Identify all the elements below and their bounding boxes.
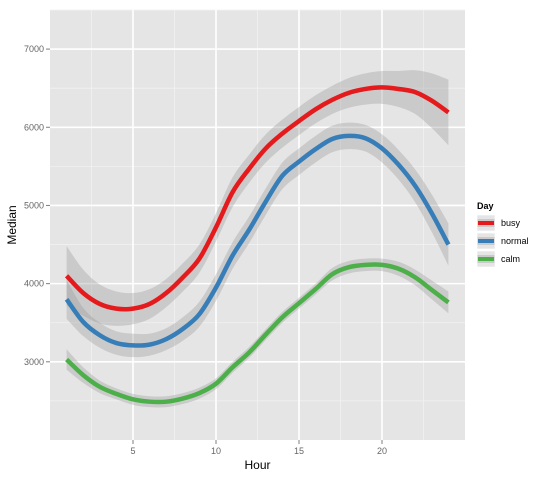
- legend-title: Day: [477, 201, 494, 211]
- y-tick-label: 4000: [24, 279, 44, 289]
- x-tick-label: 10: [211, 446, 221, 456]
- confidence-band-busy: [66, 70, 449, 326]
- grid-lines: [50, 9, 465, 440]
- legend-item-busy: busy: [476, 214, 521, 232]
- confidence-band-normal: [66, 122, 449, 358]
- series-line-calm: [65, 262, 450, 405]
- x-tick-label: 5: [130, 446, 135, 456]
- x-tick-label: 20: [377, 446, 387, 456]
- y-tick-label: 5000: [24, 200, 44, 210]
- legend-item-calm: calm: [476, 250, 520, 268]
- series-line-normal: [64, 133, 451, 348]
- y-tick-label: 7000: [24, 44, 44, 54]
- y-axis-title: Median: [5, 205, 19, 244]
- x-tick-label: 15: [294, 446, 304, 456]
- legend-label: calm: [501, 254, 520, 264]
- legend-label: busy: [501, 218, 521, 228]
- series-line-busy: [64, 85, 450, 312]
- legend: Day busy normal calm: [476, 201, 529, 268]
- legend-item-normal: normal: [476, 232, 529, 250]
- y-tick-label: 3000: [24, 357, 44, 367]
- x-axis-ticks: 5 10 15 20: [130, 440, 387, 456]
- y-axis-ticks: 3000 4000 5000 6000 7000: [24, 44, 50, 367]
- y-tick-label: 6000: [24, 122, 44, 132]
- legend-label: normal: [501, 236, 529, 246]
- x-axis-title: Hour: [244, 458, 270, 472]
- series-lines: [64, 85, 451, 405]
